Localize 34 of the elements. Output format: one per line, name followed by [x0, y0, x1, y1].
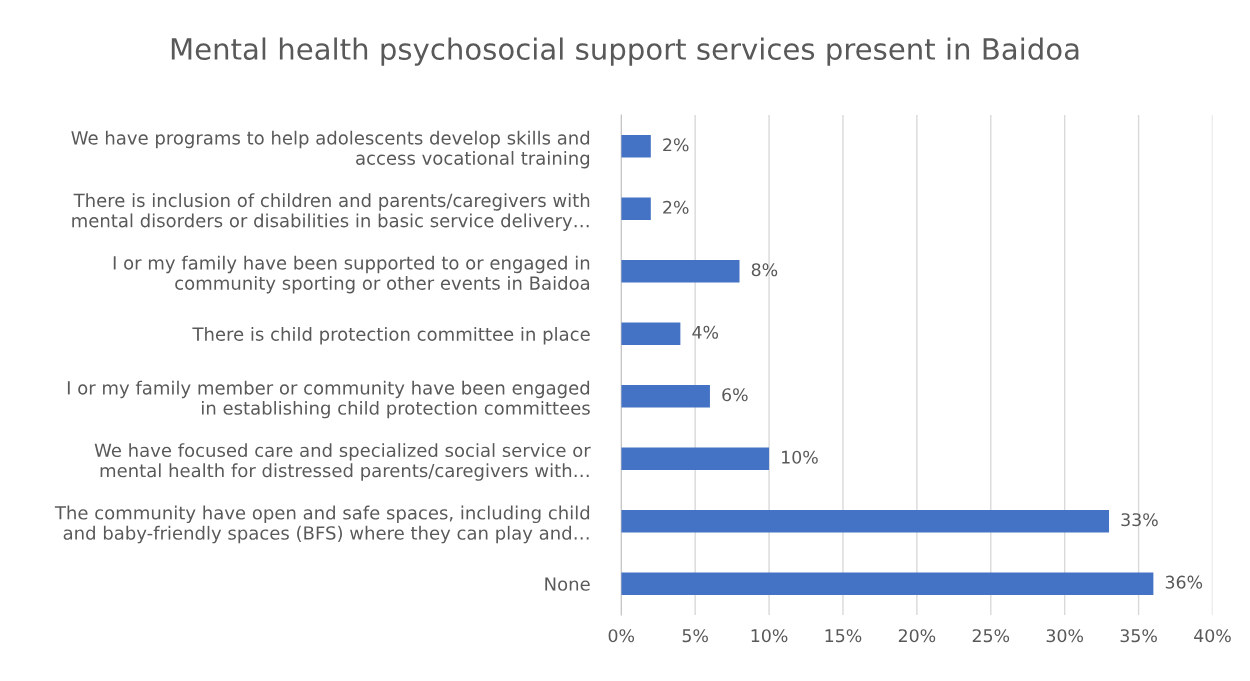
data-label: 8% — [751, 263, 778, 277]
bar — [621, 260, 740, 283]
y-tick-label: The community have open and safe spaces, including child and baby-friendly spaces (BFS) where they can play and… — [54, 505, 590, 544]
bar — [621, 447, 770, 470]
y-tick-label: None — [545, 577, 590, 591]
data-label: 2% — [663, 138, 689, 152]
bar — [621, 197, 651, 221]
data-label: 36% — [1165, 575, 1203, 589]
bar — [621, 509, 1110, 533]
x-tick-label: 0% — [608, 629, 635, 643]
x-tick-label: 40% — [1194, 629, 1231, 643]
x-tick-label: 10% — [751, 629, 788, 643]
x-tick-label: 30% — [1046, 629, 1084, 643]
bar — [621, 572, 1154, 595]
x-tick-label: 5% — [682, 629, 708, 643]
data-label: 4% — [692, 325, 719, 339]
data-label: 10% — [782, 450, 818, 464]
data-label: 2% — [663, 200, 689, 214]
x-tick-label: 15% — [825, 629, 862, 643]
chart-title: Mental health psychosocial support services present in Baidoa — [171, 37, 1079, 66]
y-tick-label: There is child protection committee in place — [192, 326, 590, 345]
y-tick-label: We have focused care and specialized social service or mental health for distressed parents/caregivers with… — [94, 443, 591, 481]
bar — [621, 322, 681, 346]
x-tick-label: 25% — [972, 629, 1010, 643]
bar — [621, 385, 710, 408]
y-tick-label: I or my family have been supported to or engaged in community sporting or other events in Baidoa — [113, 255, 590, 294]
data-label: 33% — [1121, 513, 1158, 527]
y-tick-label: There is inclusion of children and parents/caregivers with mental disorders or disabilities in basic service delivery… — [72, 193, 590, 231]
x-tick-label: 35% — [1120, 629, 1157, 643]
y-tick-label: We have programs to help adolescents develop skills and access vocational training — [71, 130, 590, 169]
bar — [621, 135, 651, 158]
data-label: 6% — [722, 388, 748, 402]
y-tick-label: I or my family member or community have been engaged in establishing child protection committees — [67, 380, 590, 419]
x-tick-label: 20% — [898, 629, 936, 643]
